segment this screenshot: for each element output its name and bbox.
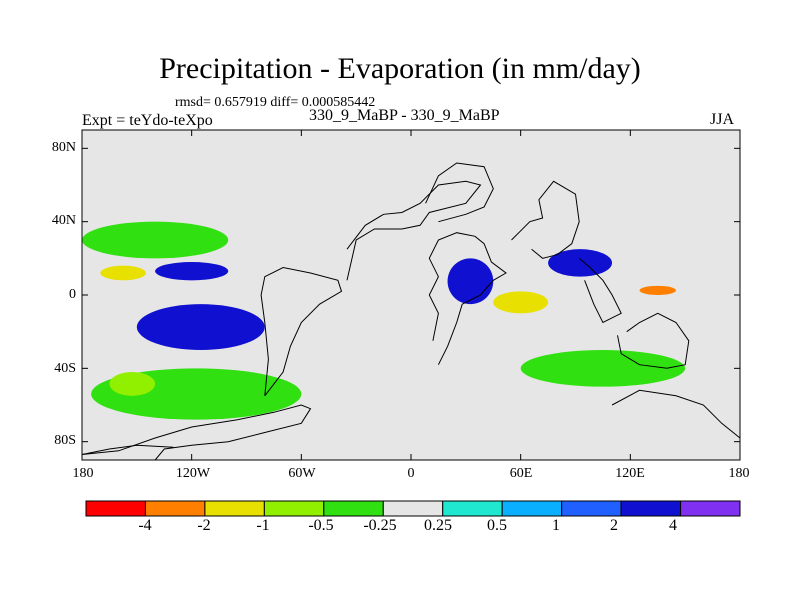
field-region bbox=[100, 265, 146, 281]
colorbar-swatch bbox=[501, 500, 563, 517]
x-tick-label: 120W bbox=[175, 466, 211, 481]
colorbar-swatch bbox=[144, 500, 206, 517]
colorbar-label: 2 bbox=[610, 517, 618, 534]
x-tick-label: 120E bbox=[615, 466, 645, 481]
x-tick-label: 60E bbox=[509, 466, 533, 481]
chart-title: Precipitation - Evaporation (in mm/day) bbox=[159, 52, 641, 85]
field-region bbox=[447, 258, 494, 305]
colorbar-label: 0.5 bbox=[487, 517, 507, 534]
colorbar-swatch bbox=[680, 500, 741, 517]
colorbar-label: -0.5 bbox=[308, 517, 334, 534]
coastline bbox=[578, 257, 622, 324]
field-region bbox=[136, 304, 265, 351]
y-tick-label: 80S bbox=[54, 433, 76, 448]
coastline bbox=[81, 404, 312, 461]
coastline bbox=[617, 312, 690, 369]
field-region bbox=[493, 291, 549, 314]
stats-label: rmsd= 0.657919 diff= 0.000585442 bbox=[175, 95, 376, 110]
colorbar-swatch bbox=[263, 500, 325, 517]
coastline bbox=[260, 266, 343, 397]
field-region bbox=[109, 372, 156, 396]
field-region bbox=[548, 249, 613, 277]
y-tick-label: 80N bbox=[51, 140, 76, 155]
coastline bbox=[611, 389, 741, 439]
coastline bbox=[425, 162, 494, 223]
colorbar-label: 4 bbox=[669, 517, 677, 534]
colorbar-label: -4 bbox=[138, 517, 152, 534]
colorbar-swatch bbox=[382, 500, 444, 517]
coastline bbox=[81, 444, 174, 455]
y-tick-label: 40N bbox=[51, 213, 76, 228]
colorbar-label: 1 bbox=[552, 517, 560, 534]
field-region bbox=[520, 350, 686, 387]
field-region bbox=[639, 285, 677, 295]
x-tick-label: 0 bbox=[407, 466, 415, 481]
field-region bbox=[82, 221, 229, 259]
x-tick-label: 180 bbox=[728, 466, 750, 481]
colorbar-label: -1 bbox=[256, 517, 270, 534]
y-tick-label: 40S bbox=[54, 361, 76, 376]
coastline bbox=[428, 232, 507, 365]
experiment-label: Expt = teYdo-teXpo bbox=[82, 112, 213, 129]
colorbar-label: -2 bbox=[197, 517, 211, 534]
colorbar-swatch bbox=[442, 500, 503, 517]
case-label: 330_9_MaBP - 330_9_MaBP bbox=[309, 107, 500, 124]
x-tick-label: 60W bbox=[288, 466, 316, 481]
coastline bbox=[511, 180, 580, 259]
colorbar-swatch bbox=[323, 500, 384, 517]
y-tick-label: 0 bbox=[69, 287, 76, 302]
colorbar-label: -0.25 bbox=[363, 517, 397, 534]
colorbar-swatch bbox=[85, 500, 146, 517]
colorbar-swatch bbox=[204, 500, 265, 517]
x-tick-label: 180 bbox=[72, 466, 94, 481]
field-region bbox=[155, 262, 229, 281]
season-label: JJA bbox=[710, 111, 735, 128]
colorbar-swatch bbox=[620, 500, 682, 517]
colorbar-swatch bbox=[561, 500, 622, 517]
coastline bbox=[346, 180, 482, 281]
colorbar-label: 0.25 bbox=[424, 517, 452, 534]
